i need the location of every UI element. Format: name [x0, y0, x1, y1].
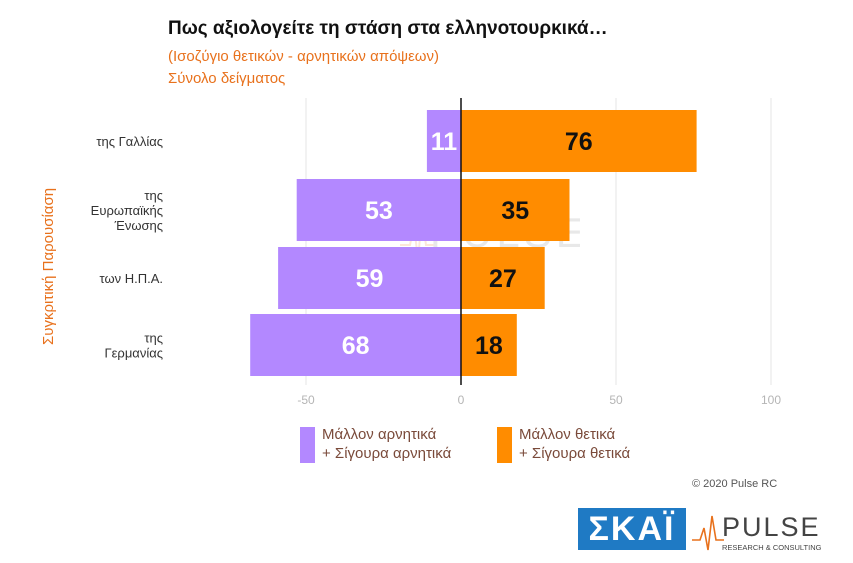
category-label: Γερμανίας: [104, 346, 163, 361]
bar-positive: [461, 179, 570, 241]
bar-positive: [461, 247, 545, 309]
skai-logo: ΣΚΑΪ: [578, 508, 686, 550]
bar-positive: [461, 110, 697, 172]
data-label-negative: 11: [431, 128, 458, 156]
category-label: Ευρωπαϊκής: [91, 203, 163, 218]
data-label-positive: 27: [489, 265, 517, 293]
bar-negative: [278, 247, 461, 309]
chart-title: Πως αξιολογείτε τη στάση στα ελληνοτουρκ…: [168, 18, 608, 39]
category-label: Ένωσης: [114, 218, 163, 233]
legend-label-negative-1: Μάλλον αρνητικά: [322, 426, 437, 443]
category-label: των Η.Π.Α.: [100, 271, 164, 286]
chart-subtitle: (Ισοζύγιο θετικών - αρνητικών απόψεων): [168, 48, 440, 65]
data-label-positive: 76: [565, 128, 593, 156]
x-tick-label: 0: [458, 393, 465, 407]
bar-positive: [461, 314, 517, 376]
category-label: της: [144, 331, 163, 346]
data-label-negative: 53: [365, 197, 393, 225]
pulse-logo-text: PULSE: [722, 512, 821, 542]
copyright-text: © 2020 Pulse RC: [692, 478, 778, 490]
x-tick-label: 50: [609, 393, 623, 407]
x-tick-label: -50: [297, 393, 315, 407]
data-label-positive: 35: [501, 197, 529, 225]
legend-label-positive-1: Μάλλον θετικά: [519, 426, 616, 443]
category-label: της Γαλλίας: [96, 134, 163, 149]
data-label-negative: 68: [342, 332, 370, 360]
pulse-logo: PULSE RESEARCH & CONSULTING: [692, 512, 822, 552]
sample-label: Σύνολο δείγματος: [168, 70, 286, 87]
x-tick-label: 100: [761, 393, 781, 407]
legend-label-positive-2: + Σίγουρα θετικά: [519, 445, 631, 462]
bar-negative: [250, 314, 461, 376]
bar-negative: [426, 110, 461, 172]
legend-swatch-negative: [300, 427, 315, 463]
data-label-positive: 18: [475, 332, 503, 360]
category-label: της: [144, 188, 163, 203]
legend-label-negative-2: + Σίγουρα αρνητικά: [322, 445, 452, 462]
data-label-negative: 59: [356, 265, 384, 293]
legend-swatch-positive: [497, 427, 512, 463]
bar-negative: [296, 179, 461, 241]
pulse-logo-tagline: RESEARCH & CONSULTING: [722, 543, 822, 552]
